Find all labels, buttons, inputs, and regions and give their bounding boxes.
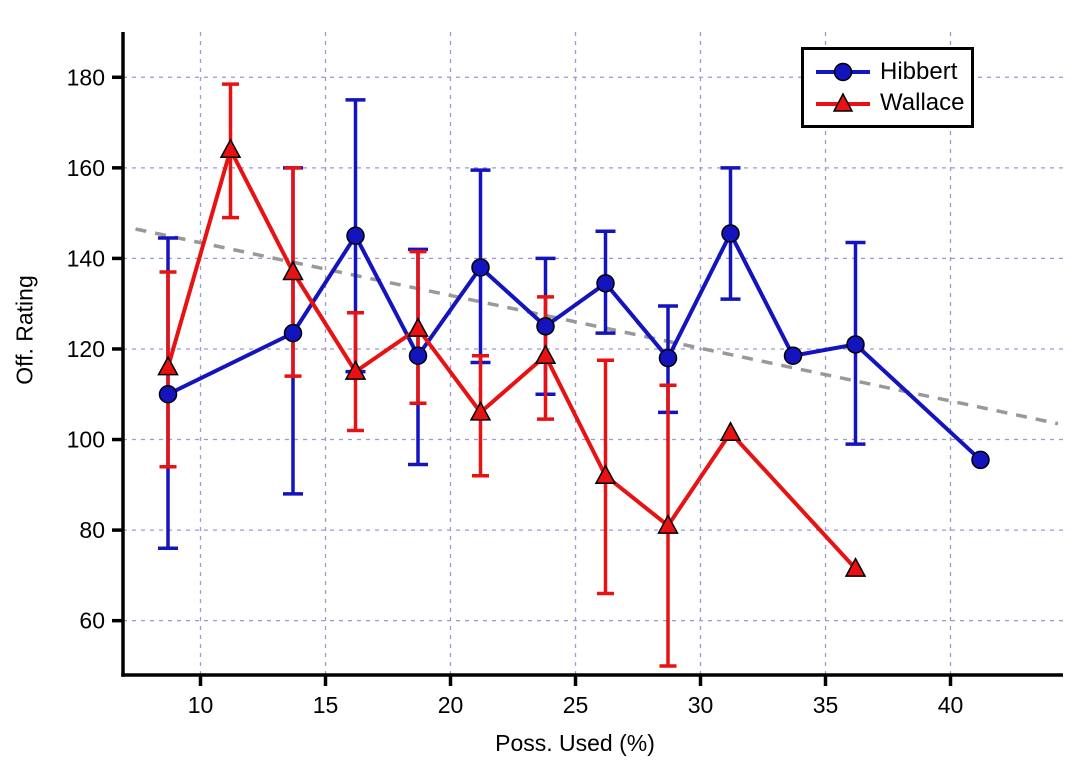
y-tick-label: 160 xyxy=(67,155,105,181)
triangle-marker xyxy=(282,260,304,281)
series-hibbert xyxy=(158,98,982,550)
circle-marker xyxy=(971,450,990,470)
circle-marker xyxy=(596,274,615,293)
y-tick-label: 60 xyxy=(79,608,105,634)
circle-marker xyxy=(658,348,678,368)
x-tick-label: 10 xyxy=(188,692,214,718)
x-tick-label: 15 xyxy=(313,692,339,718)
y-tick-label: 180 xyxy=(67,64,105,90)
y-axis-title: Off. Rating xyxy=(11,275,38,385)
circle-marker xyxy=(346,226,365,246)
y-tick-label: 80 xyxy=(79,517,105,543)
y-tick-label: 100 xyxy=(67,427,105,453)
triangle-marker xyxy=(719,421,742,441)
circle-marker xyxy=(158,385,178,404)
x-axis-title: Poss. Used (%) xyxy=(495,730,655,756)
x-tick-label: 25 xyxy=(563,692,589,718)
hibbert-line xyxy=(167,229,982,462)
triangle-marker xyxy=(219,138,242,158)
x-tick-label: 40 xyxy=(938,692,964,718)
triangle-marker xyxy=(469,400,492,421)
triangle-marker xyxy=(157,355,179,376)
x-tick-label: 35 xyxy=(813,692,839,718)
legend-item-hibbert: Hibbert xyxy=(814,57,971,85)
circle-marker xyxy=(783,346,803,366)
markers-wallace xyxy=(157,138,867,577)
triangle-marker xyxy=(534,344,557,365)
hibbert-circle-marker-icon xyxy=(816,62,870,81)
wallace-triangle-marker-icon xyxy=(816,92,870,113)
circle-marker xyxy=(408,346,428,366)
x-tick-label: 30 xyxy=(688,692,714,718)
triangle-marker xyxy=(407,317,429,337)
x-tick-label: 20 xyxy=(438,692,464,718)
markers-hibbert xyxy=(158,224,990,470)
circle-marker xyxy=(536,317,555,336)
circle-marker xyxy=(721,224,740,243)
legend-label-wallace: Wallace xyxy=(880,89,965,117)
y-tick-label: 120 xyxy=(67,336,105,362)
triangle-marker xyxy=(344,360,367,380)
axes: 10 15 20 25 30 35 40 60 80 100 120 140 160 180 xyxy=(67,32,1063,718)
triangle-marker xyxy=(844,557,867,577)
triangle-marker xyxy=(657,513,679,534)
circle-marker xyxy=(846,335,865,354)
circle-marker xyxy=(471,258,490,277)
legend: Hibbert Wallace xyxy=(801,47,974,128)
legend-label-hibbert: Hibbert xyxy=(880,57,958,85)
y-tick-label: 140 xyxy=(67,245,105,271)
series-wallace xyxy=(159,82,857,668)
trend-line xyxy=(135,227,1059,426)
triangle-marker xyxy=(594,464,617,485)
legend-item-wallace: Wallace xyxy=(814,91,971,115)
circle-marker xyxy=(283,323,303,343)
gridlines xyxy=(123,32,1063,675)
